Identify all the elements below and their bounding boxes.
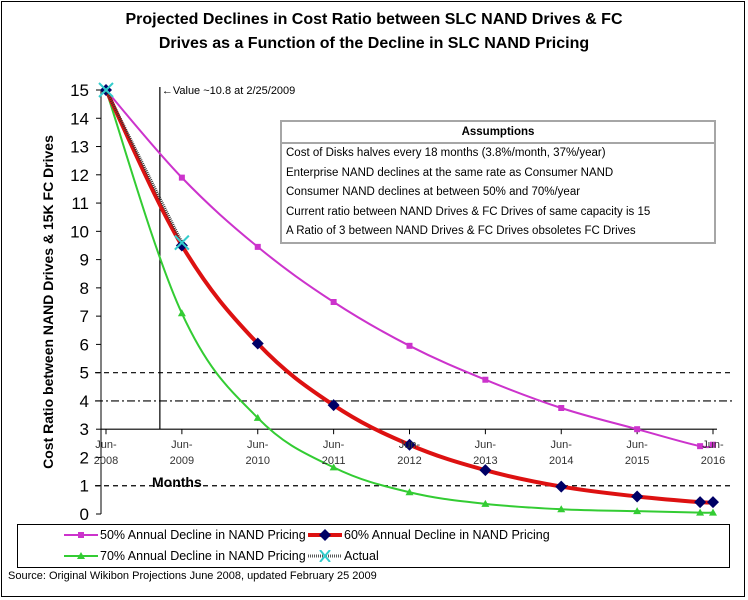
y-tick-label: 2 (80, 448, 89, 467)
assumption-item: Consumer NAND declines at between 50% an… (286, 186, 581, 198)
y-tick-label: 14 (70, 109, 89, 128)
y-tick-label: 1 (80, 477, 89, 496)
data-point-50-annual-decline-in-nand-pricing (406, 342, 413, 349)
data-point-70-annual-decline-in-nand-pricing (709, 508, 717, 516)
x-tick-label: Jun- (171, 439, 193, 451)
x-tick-label: Jun- (95, 439, 117, 451)
legend-label: 60% Annual Decline in NAND Pricing (344, 528, 550, 542)
y-tick-label: 15 (70, 81, 89, 100)
series-line-actual (104, 89, 184, 244)
data-point-60-annual-decline-in-nand-pricing (707, 496, 719, 509)
data-point-50-annual-decline-in-nand-pricing (697, 443, 704, 450)
data-point-70-annual-decline-in-nand-pricing (253, 413, 262, 421)
x-tick-label: 2016 (701, 455, 725, 467)
x-tick-label: 2012 (397, 455, 421, 467)
data-point-70-annual-decline-in-nand-pricing (633, 507, 642, 515)
assumption-item: Enterprise NAND declines at the same rat… (286, 166, 614, 179)
legend: 50% Annual Decline in NAND Pricing 60% A… (17, 524, 730, 568)
legend-swatch-square-icon (64, 532, 98, 538)
data-point-70-annual-decline-in-nand-pricing (405, 488, 414, 496)
y-tick-label: 8 (80, 279, 89, 298)
assumptions-title: Assumptions (282, 122, 714, 144)
data-point-70-annual-decline-in-nand-pricing (696, 508, 705, 516)
assumptions-box: Assumptions Cost of Disks halves every 1… (280, 120, 716, 244)
data-point-actual (174, 234, 190, 251)
y-tick-label: 3 (80, 420, 89, 439)
x-tick-label: 2010 (246, 455, 270, 467)
data-point-50-annual-decline-in-nand-pricing (634, 426, 641, 433)
data-point-70-annual-decline-in-nand-pricing (481, 499, 490, 507)
series-line-50-annual-decline-in-nand-pricing (105, 89, 714, 449)
data-point-60-annual-decline-in-nand-pricing (175, 239, 188, 252)
data-point-actual (98, 82, 114, 98)
x-tick-label: 2011 (322, 455, 346, 467)
x-tick-label: Jun- (475, 439, 497, 451)
assumption-item: A Ratio of 3 between NAND Drives & FC Dr… (286, 225, 636, 237)
x-tick-label: 2013 (473, 455, 497, 467)
data-point-50-annual-decline-in-nand-pricing (178, 174, 185, 181)
y-tick-label: 12 (70, 166, 89, 185)
x-tick-label: Jun- (323, 439, 345, 451)
x-axis-title: Months (152, 474, 202, 490)
y-tick-label: 7 (80, 307, 89, 326)
legend-item-60pct: 60% Annual Decline in NAND Pricing (308, 525, 550, 545)
vertical-marker-label: ←Value ~10.8 at 2/25/2009 (162, 85, 295, 97)
legend-swatch-diamond-icon (308, 529, 342, 541)
data-point-60-annual-decline-in-nand-pricing (403, 438, 416, 451)
x-tick-label: Jun- (551, 439, 573, 451)
chart-title-line-2: Drives as a Function of the Decline in S… (158, 35, 590, 52)
legend-label: Actual (344, 549, 379, 563)
x-tick-label: 2015 (625, 455, 649, 467)
y-tick-label: 13 (70, 138, 89, 157)
legend-swatch-x-icon (308, 550, 342, 562)
data-point-60-annual-decline-in-nand-pricing (631, 490, 644, 503)
legend-label: 50% Annual Decline in NAND Pricing (100, 528, 306, 542)
y-tick-label: 11 (71, 194, 89, 213)
legend-swatch-triangle-icon (64, 552, 98, 559)
y-tick-label: 10 (70, 222, 89, 241)
data-point-60-annual-decline-in-nand-pricing (327, 399, 340, 412)
data-point-70-annual-decline-in-nand-pricing (177, 309, 186, 317)
y-tick-label: 0 (80, 505, 89, 524)
source-note: Source: Original Wikibon Projections Jun… (8, 570, 377, 582)
y-tick-label: 6 (80, 335, 89, 354)
assumption-item: Cost of Disks halves every 18 months (3.… (286, 147, 606, 159)
y-tick-label: 4 (80, 392, 89, 411)
data-point-70-annual-decline-in-nand-pricing (557, 505, 566, 513)
y-tick-label: 9 (80, 251, 89, 270)
chart-title-line-1: Projected Declines in Cost Ratio between… (125, 11, 623, 28)
data-point-50-annual-decline-in-nand-pricing (710, 441, 716, 448)
data-point-60-annual-decline-in-nand-pricing (694, 496, 707, 509)
data-point-50-annual-decline-in-nand-pricing (330, 299, 337, 305)
y-axis-title: Cost Ratio between NAND Drives & 15K FC … (40, 135, 56, 469)
assumption-item: Current ratio between NAND Drives & FC D… (286, 205, 651, 218)
data-point-70-annual-decline-in-nand-pricing (329, 463, 338, 471)
x-tick-label: Jun- (399, 439, 421, 451)
data-point-60-annual-decline-in-nand-pricing (251, 337, 264, 350)
legend-item-70pct: 70% Annual Decline in NAND Pricing (64, 546, 306, 566)
data-point-60-annual-decline-in-nand-pricing (479, 464, 492, 477)
chart-title: Projected Declines in Cost Ratio between… (0, 8, 748, 56)
y-tick-label: 5 (80, 364, 89, 383)
data-point-50-annual-decline-in-nand-pricing (482, 376, 489, 383)
data-point-60-annual-decline-in-nand-pricing (555, 480, 568, 493)
data-point-50-annual-decline-in-nand-pricing (558, 405, 565, 411)
x-tick-label: Jun- (247, 439, 269, 451)
x-tick-label: Jun- (626, 439, 648, 451)
legend-label: 70% Annual Decline in NAND Pricing (100, 549, 306, 563)
x-tick-label: 2014 (549, 455, 573, 467)
legend-item-actual: Actual (308, 546, 379, 566)
x-tick-label: Jun- (702, 439, 724, 451)
data-point-50-annual-decline-in-nand-pricing (254, 243, 261, 250)
x-tick-label: 2009 (170, 455, 194, 467)
x-tick-label: 2008 (94, 455, 118, 467)
legend-item-50pct: 50% Annual Decline in NAND Pricing (64, 525, 306, 545)
